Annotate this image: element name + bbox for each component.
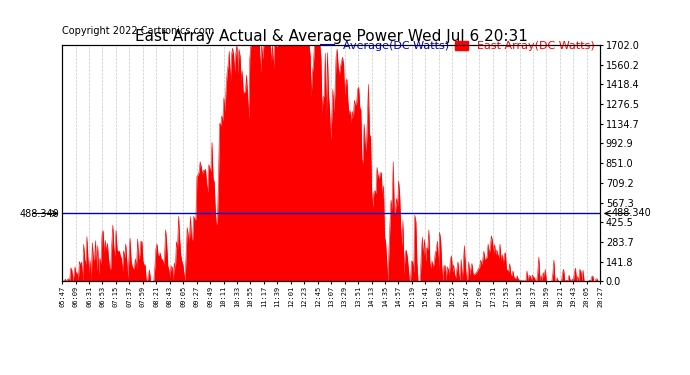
Text: 488.340: 488.340 [611,209,651,219]
Title: East Array Actual & Average Power Wed Jul 6 20:31: East Array Actual & Average Power Wed Ju… [135,29,528,44]
Text: Copyright 2022 Cartronics.com: Copyright 2022 Cartronics.com [62,26,215,36]
Legend: Average(DC Watts), East Array(DC Watts): Average(DC Watts), East Array(DC Watts) [321,41,595,51]
